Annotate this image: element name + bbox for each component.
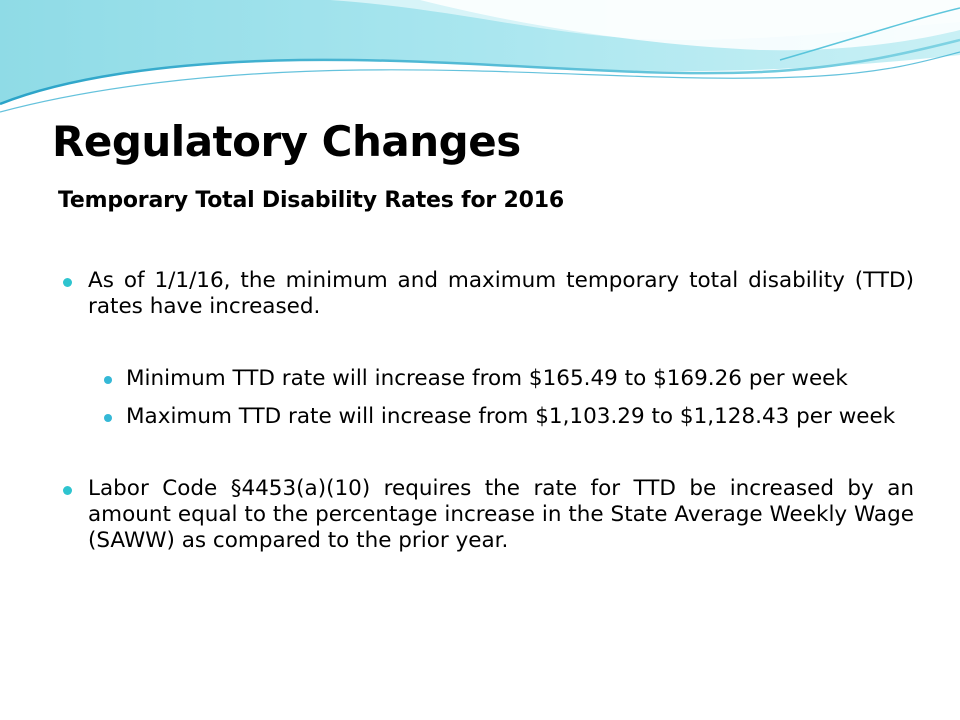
slide-title: Regulatory Changes (52, 117, 521, 166)
bullet-text: Labor Code §4453(a)(10) requires the rat… (88, 476, 914, 553)
bullet-item: Labor Code §4453(a)(10) requires the rat… (60, 476, 914, 554)
bullet-dot-icon (63, 486, 72, 495)
sub-bullet-item: Maximum TTD rate will increase from $1,1… (60, 404, 914, 430)
bullet-list: As of 1/1/16, the minimum and maximum te… (60, 268, 914, 554)
slide-subtitle: Temporary Total Disability Rates for 201… (58, 188, 564, 213)
sub-bullet-item: Minimum TTD rate will increase from $165… (60, 366, 914, 392)
bullet-item: As of 1/1/16, the minimum and maximum te… (60, 268, 914, 320)
wave-header-decoration (0, 0, 960, 113)
bullet-text: Minimum TTD rate will increase from $165… (126, 366, 848, 391)
bullet-dot-icon (104, 376, 112, 384)
bullet-dot-icon (63, 278, 72, 287)
bullet-text: As of 1/1/16, the minimum and maximum te… (88, 268, 914, 319)
bullet-text: Maximum TTD rate will increase from $1,1… (126, 404, 896, 429)
bullet-dot-icon (104, 414, 112, 422)
